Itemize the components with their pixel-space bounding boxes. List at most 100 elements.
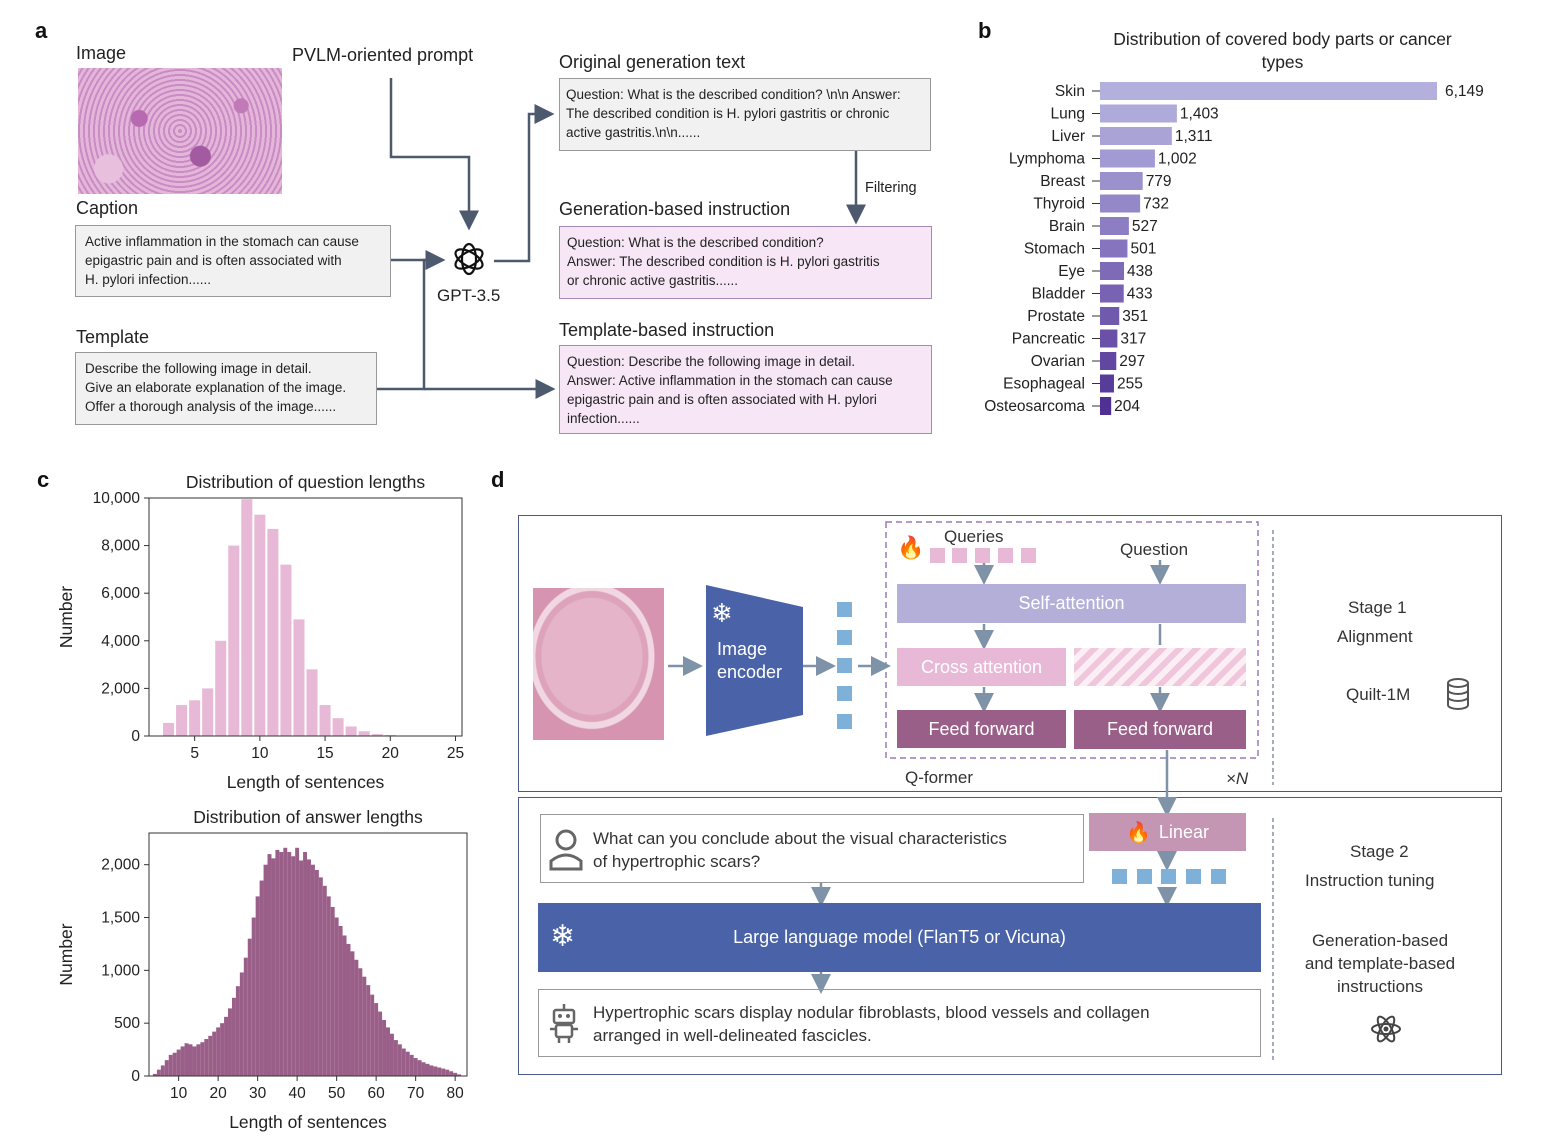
category-label: Osteosarcoma xyxy=(984,398,1085,415)
template-line: Offer a thorough analysis of the image..… xyxy=(85,399,337,414)
histogram-bar xyxy=(386,1027,390,1076)
histogram-bar xyxy=(366,985,371,1076)
histogram-bar xyxy=(319,705,331,736)
histogram-bar xyxy=(389,1033,394,1076)
histogram-bar xyxy=(172,1052,177,1076)
histogram-bar xyxy=(241,499,253,736)
category-label: Lymphoma xyxy=(1009,151,1085,168)
histogram-bar xyxy=(164,1060,169,1076)
histogram-bar xyxy=(370,994,375,1076)
times-n-label: ×N xyxy=(1226,769,1249,788)
caption-line: Active inflammation in the stomach can c… xyxy=(85,234,359,249)
projected-token xyxy=(1161,869,1176,884)
bar xyxy=(1100,172,1143,190)
histogram-bar xyxy=(271,858,276,1076)
panel-d-lines xyxy=(668,521,1274,1060)
visual-token xyxy=(837,686,852,701)
answer-box xyxy=(538,989,1261,1057)
orig-line: active gastritis.\n\n...... xyxy=(566,125,701,140)
x-tick-label: 30 xyxy=(249,1085,267,1102)
y-tick-label: 0 xyxy=(131,1068,140,1085)
histogram-bar xyxy=(263,864,268,1076)
value-label: 255 xyxy=(1117,376,1143,393)
value-label: 438 xyxy=(1127,263,1153,280)
histogram-bar xyxy=(299,860,304,1076)
histogram-bar xyxy=(267,528,279,736)
plot-frame xyxy=(148,497,463,737)
x-tick-label: 80 xyxy=(447,1085,465,1102)
chart-title: Distribution of answer lengths xyxy=(193,807,423,827)
visual-token xyxy=(837,602,852,617)
bar xyxy=(1100,307,1120,325)
histogram-bar xyxy=(196,1044,201,1076)
answer-text-line: Hypertrophic scars display nodular fibro… xyxy=(593,1003,1150,1022)
openai-logo-icon xyxy=(454,242,484,276)
query-token xyxy=(1021,548,1036,563)
question-box xyxy=(540,814,1084,883)
chart-title: Distribution of question lengths xyxy=(186,472,426,492)
bar xyxy=(1100,352,1117,370)
histogram-bar xyxy=(334,917,339,1076)
projected-token xyxy=(1211,869,1226,884)
x-tick-label: 15 xyxy=(316,745,333,762)
projected-token xyxy=(1137,869,1152,884)
histogram-bar xyxy=(457,1074,462,1076)
x-tick-label: 40 xyxy=(289,1085,307,1102)
projected-token xyxy=(1112,869,1127,884)
bar xyxy=(1100,284,1124,303)
histogram-bar xyxy=(231,997,236,1076)
y-axis-label: Number xyxy=(56,586,76,648)
histogram-bar xyxy=(224,1016,229,1076)
caption-label: Caption xyxy=(76,198,139,218)
category-label: Stomach xyxy=(1024,241,1085,258)
caption-line: epigastric pain and is often associated … xyxy=(85,253,342,268)
value-label: 351 xyxy=(1122,308,1148,325)
histogram-bar xyxy=(279,852,284,1076)
tmpl-title: Template-based instruction xyxy=(559,320,775,340)
histogram-bar xyxy=(397,1044,402,1076)
question-label: Question xyxy=(1120,540,1189,559)
gen-line: Question: What is the described conditio… xyxy=(567,235,824,250)
snowflake-icon: ❄ xyxy=(711,598,733,628)
stage1-frame xyxy=(518,515,1502,792)
bar xyxy=(1100,149,1155,168)
x-tick-label: 20 xyxy=(210,1085,228,1102)
tmpl-box: Question: Describe the following image i… xyxy=(559,345,932,434)
histogram-bar xyxy=(303,852,308,1076)
category-label: Prostate xyxy=(1027,308,1085,325)
feed-forward-block-right: Feed forward xyxy=(1074,710,1246,749)
prompt-label: PVLM-oriented prompt xyxy=(292,45,474,65)
bar xyxy=(1100,217,1129,235)
robot-icon xyxy=(550,1004,578,1043)
image-encoder-block xyxy=(706,585,803,736)
y-tick-label: 2,000 xyxy=(101,857,140,874)
x-axis-label: Length of sentences xyxy=(227,772,385,792)
y-tick-label: 1,500 xyxy=(101,910,140,927)
skipped-cross-attention-block xyxy=(1074,648,1246,686)
histogram-bar xyxy=(208,1035,213,1076)
histogram-bar xyxy=(393,1040,398,1076)
linear-label: Linear xyxy=(1158,821,1209,842)
histogram-bar xyxy=(378,1011,383,1076)
value-label: 501 xyxy=(1130,241,1156,258)
panel-label-a: a xyxy=(35,18,48,43)
template-label: Template xyxy=(76,327,150,347)
histogram-bar xyxy=(243,957,248,1076)
value-label: 6,149 xyxy=(1445,83,1484,100)
histogram-bar xyxy=(413,1058,418,1076)
histogram-bar xyxy=(160,1065,165,1076)
histogram-bar xyxy=(382,1020,387,1076)
histology-image xyxy=(78,68,282,194)
x-tick-label: 10 xyxy=(251,745,269,762)
histogram-bar xyxy=(163,722,175,736)
chart-question-lengths: 5 10 15 20 25 0 2,000 4,000 6,000 8,000 10,000 Dist… xyxy=(56,472,464,792)
tmpl-line: Question: Describe the following image i… xyxy=(567,354,856,369)
chart-b: Skin 6,149 Lung 1,403 Liver 1,311 Lymphoma 1,00… xyxy=(984,82,1484,415)
histogram-bar xyxy=(371,734,383,736)
histogram-bar xyxy=(314,869,319,1076)
histogram-bar xyxy=(200,1042,205,1076)
category-label: Lung xyxy=(1051,106,1085,123)
orig-title: Original generation text xyxy=(559,52,746,72)
tmpl-line: Answer: Active inflammation in the stoma… xyxy=(567,373,893,388)
category-label: Esophageal xyxy=(1003,376,1085,393)
